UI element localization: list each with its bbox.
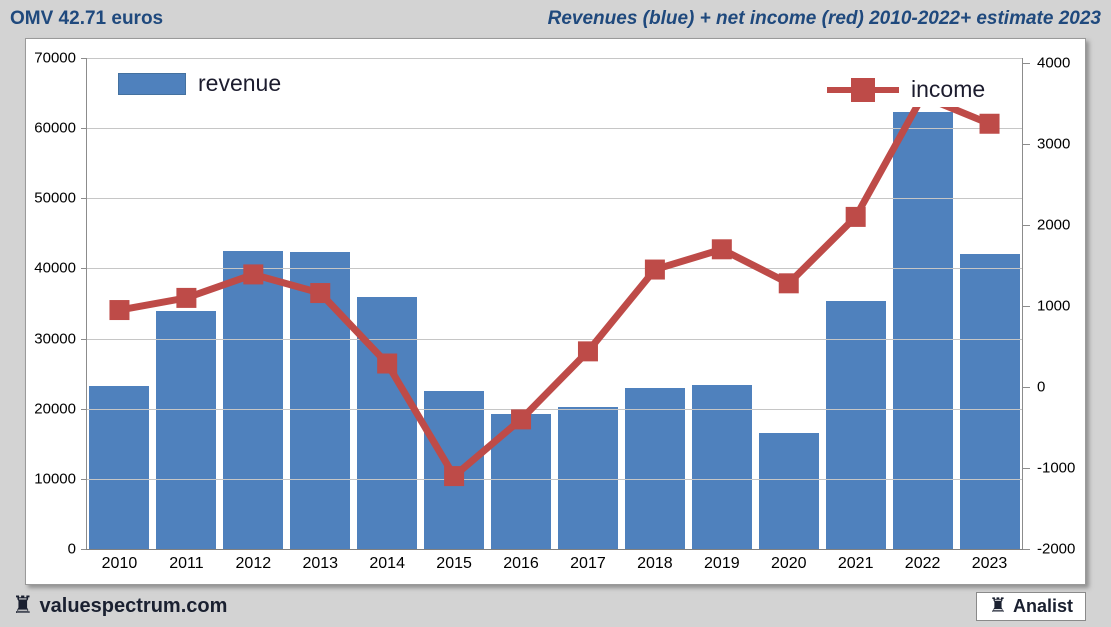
left-axis-tick-label: 30000 <box>34 330 76 348</box>
stock-title: OMV 42.71 euros <box>10 8 164 29</box>
income-point-marker <box>310 283 331 304</box>
footer-brand-left: ♜ valuespectrum.com <box>12 594 227 618</box>
income-point-marker <box>577 341 598 362</box>
legend-revenue-label: revenue <box>198 70 282 96</box>
chart-title: Revenues (blue) + net income (red) 2010-… <box>547 8 1101 29</box>
right-axis-tick <box>1022 468 1030 469</box>
revenue-bar <box>892 112 953 549</box>
left-axis-tick-label: 0 <box>67 540 76 558</box>
revenue-bar <box>89 385 150 549</box>
right-axis-tick-label: 4000 <box>1037 54 1071 72</box>
footer-brand-right: ♜ Analist <box>976 591 1086 621</box>
x-axis-label: 2011 <box>169 555 204 572</box>
gridline <box>86 408 1023 410</box>
left-axis-tick-label: 10000 <box>34 470 76 488</box>
footer-bar: ♜ valuespectrum.com ♜ Analist <box>0 585 1111 627</box>
x-axis-label: 2015 <box>436 555 472 572</box>
x-axis-label: 2020 <box>770 555 807 572</box>
x-axis-label: 2018 <box>637 555 673 572</box>
gridline <box>86 549 1023 550</box>
x-axis-label: 2019 <box>704 555 740 572</box>
revenue-bar <box>758 432 819 549</box>
gridline <box>86 128 1023 130</box>
income-point-marker <box>778 273 799 294</box>
income-point-marker <box>176 287 197 308</box>
x-axis-label: 2021 <box>837 555 874 572</box>
gridline <box>86 58 1023 59</box>
left-axis-line <box>86 58 87 549</box>
gridline <box>86 268 1023 270</box>
footer-analist-label: Analist <box>1012 595 1073 616</box>
legend-income: income <box>819 72 994 107</box>
revenue-swatch-icon <box>118 72 186 95</box>
right-axis-tick-label: 1000 <box>1037 297 1071 315</box>
x-axis-label: 2010 <box>101 555 138 572</box>
right-axis-tick-label: -2000 <box>1037 540 1076 558</box>
revenue-bar <box>156 310 217 549</box>
right-axis-tick <box>1022 549 1030 550</box>
income-point-marker <box>845 206 866 227</box>
right-axis-tick-label: 2000 <box>1037 216 1071 234</box>
left-axis-tick-label: 50000 <box>34 189 76 207</box>
income-point-marker <box>511 409 532 430</box>
right-axis-tick-label: 3000 <box>1037 135 1071 153</box>
gridline <box>86 198 1023 200</box>
income-point-marker <box>711 239 732 260</box>
right-axis-tick-label: 0 <box>1037 378 1046 396</box>
income-point-marker <box>644 259 665 280</box>
right-axis-tick <box>1022 225 1030 226</box>
revenue-bar <box>624 388 685 549</box>
income-line <box>109 86 1000 487</box>
gridline <box>86 478 1023 480</box>
income-point-marker <box>979 113 1000 134</box>
right-axis-tick <box>1022 144 1030 145</box>
revenue-bar <box>959 254 1020 549</box>
right-axis-tick-label: -1000 <box>1037 459 1076 477</box>
revenue-bar <box>825 300 886 549</box>
revenue-bar <box>557 407 618 549</box>
income-point-marker <box>444 466 465 487</box>
x-axis-label: 2022 <box>904 555 941 572</box>
right-axis-tick <box>1022 63 1030 64</box>
income-point-marker <box>243 264 264 285</box>
revenue-bar <box>691 384 752 549</box>
header-bar: OMV 42.71 euros Revenues (blue) + net in… <box>0 0 1111 38</box>
chart-panel: 2023 2022 2021 2020 2019 2018 2017 2016 2015 2014… <box>25 38 1086 585</box>
rook-icon: ♜ <box>989 595 1007 617</box>
x-axis-label: 2023 <box>971 555 1008 572</box>
gridline <box>86 338 1023 340</box>
right-axis-tick <box>1022 306 1030 307</box>
legend-income-label: income <box>911 76 986 102</box>
income-point-marker <box>109 300 130 321</box>
x-axis-label: 2014 <box>369 555 405 572</box>
right-axis-tick <box>1022 387 1030 388</box>
income-marker-icon <box>827 77 899 103</box>
right-axis-line <box>1022 58 1023 549</box>
left-axis-tick-label: 70000 <box>34 49 76 67</box>
left-axis-tick-label: 60000 <box>34 119 76 137</box>
left-axis-tick-label: 40000 <box>34 259 76 277</box>
footer-site-label: valuespectrum.com <box>39 594 228 617</box>
plot-area: 2023 2022 2021 2020 2019 2018 2017 2016 2015 2014… <box>34 50 1075 573</box>
revenue-bar <box>223 250 284 549</box>
x-axis-label: 2016 <box>503 555 539 572</box>
x-axis-label: 2017 <box>570 555 606 572</box>
x-axis-label: 2013 <box>302 555 339 572</box>
legend-revenue: revenue <box>110 66 290 101</box>
rook-icon: ♜ <box>12 592 34 619</box>
income-point-marker <box>377 353 398 374</box>
x-axis-label: 2012 <box>235 555 272 572</box>
left-axis-tick-label: 20000 <box>34 400 76 418</box>
